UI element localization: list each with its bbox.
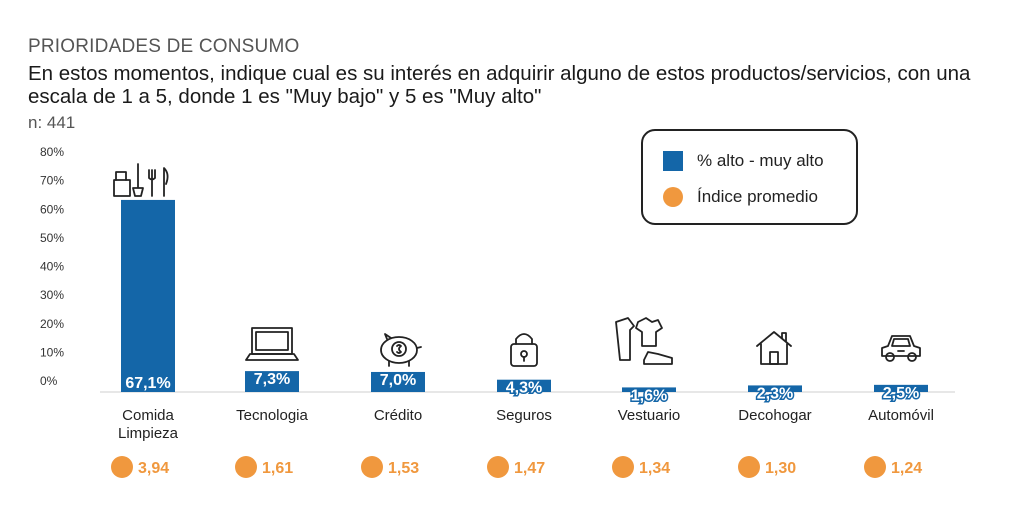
index-value-label: 1,34 [639,460,670,477]
index-dot [361,456,383,478]
y-tick-label: 0% [40,374,58,388]
bar [622,387,676,392]
piggy-bank-icon [380,333,422,367]
bar [874,384,928,392]
index-dot [235,456,257,478]
category-label: Seguros [496,407,552,424]
category-label: Comida [122,407,174,424]
y-tick-label: 70% [40,174,64,188]
chart-question: En estos momentos, indique cual es su in… [28,62,971,108]
bar-value-label: 2,3% [757,385,793,402]
legend-item-dot: Índice promedio [663,187,818,207]
chart-kicker: PRIORIDADES DE CONSUMO [28,36,300,57]
legend-bar-swatch [663,151,683,171]
bar [371,371,425,392]
sample-size: n: 441 [28,113,76,132]
index-dot [612,456,634,478]
bar-value-label: 7,3% [254,371,290,388]
category-label: Crédito [374,407,422,424]
legend-dot-label: Índice promedio [697,187,818,206]
y-tick-label: 30% [40,288,64,302]
y-tick-label: 10% [40,345,64,359]
padlock-icon [510,333,538,367]
bar-value-label: 67,1% [125,375,170,392]
bar-value-label: 4,3% [506,380,542,397]
chart-legend: % alto - muy alto Índice promedio [641,129,858,225]
bar [497,379,551,392]
y-tick-label: 60% [40,202,64,216]
category-label: Vestuario [618,407,681,424]
index-dot [111,456,133,478]
category-label: Tecnologia [236,407,308,424]
legend-dot-swatch [663,187,683,207]
car-icon [881,335,921,362]
index-dot [487,456,509,478]
laptop-icon [245,327,299,361]
legend-item-bar: % alto - muy alto [663,151,824,171]
y-tick-label: 50% [40,231,64,245]
index-value-label: 3,94 [138,460,169,477]
y-tick-label: 40% [40,260,64,274]
bar-value-label: 7,0% [380,372,416,389]
category-label: Automóvil [868,407,934,424]
legend-bar-label: % alto - muy alto [697,151,824,170]
y-tick-label: 80% [40,145,64,159]
bar [748,385,802,392]
cleaning-utensils-icon [113,163,169,197]
index-value-label: 1,53 [388,460,419,477]
clothes-icon [615,317,673,365]
bar-value-label: 2,5% [883,385,919,402]
category-label: Limpieza [118,425,179,442]
index-value-label: 1,61 [262,460,293,477]
bar [245,371,299,392]
index-dot [864,456,886,478]
y-tick-label: 20% [40,317,64,331]
category-label: Decohogar [738,407,811,424]
index-value-label: 1,24 [891,460,922,477]
house-icon [756,331,792,365]
index-dot [738,456,760,478]
index-value-label: 1,47 [514,460,545,477]
index-value-label: 1,30 [765,460,796,477]
bar [121,199,175,392]
bar-value-label: 1,6% [631,387,667,404]
